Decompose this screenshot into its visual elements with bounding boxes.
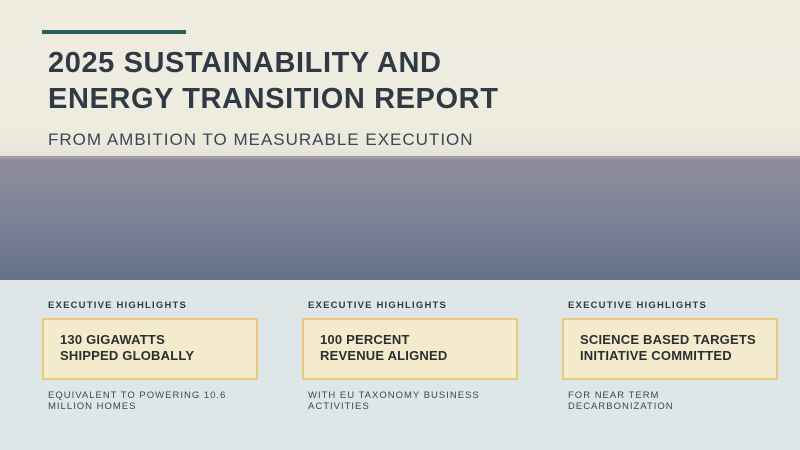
highlight-headline: 100 PERCENT REVENUE ALIGNED [320, 332, 448, 363]
highlight-headline: SCIENCE BASED TARGETS INITIATIVE COMMITT… [580, 332, 756, 363]
highlight-description: FOR NEAR TERM DECARBONIZATION [568, 390, 674, 412]
highlight-label: EXECUTIVE HIGHLIGHTS [568, 300, 708, 311]
highlight-card: 100 PERCENT REVENUE ALIGNED [302, 318, 518, 380]
report-title: 2025 SUSTAINABILITY AND ENERGY TRANSITIO… [48, 47, 499, 115]
highlight-card: SCIENCE BASED TARGETS INITIATIVE COMMITT… [562, 318, 778, 380]
highlight-label: EXECUTIVE HIGHLIGHTS [48, 300, 188, 311]
decorative-band [0, 156, 800, 280]
highlight-column-2: EXECUTIVE HIGHLIGHTS 100 PERCENT REVENUE… [302, 300, 532, 412]
highlight-column-3: EXECUTIVE HIGHLIGHTS SCIENCE BASED TARGE… [562, 300, 792, 412]
highlight-description: WITH EU TAXONOMY BUSINESS ACTIVITIES [308, 390, 480, 412]
highlight-label: EXECUTIVE HIGHLIGHTS [308, 300, 448, 311]
report-subtitle: FROM AMBITION TO MEASURABLE EXECUTION [48, 130, 474, 149]
accent-bar [42, 30, 186, 34]
highlight-description: EQUIVALENT TO POWERING 10.6 MILLION HOME… [48, 390, 227, 412]
highlight-headline: 130 GIGAWATTS SHIPPED GLOBALLY [60, 332, 195, 363]
highlight-card: 130 GIGAWATTS SHIPPED GLOBALLY [42, 318, 258, 380]
highlight-column-1: EXECUTIVE HIGHLIGHTS 130 GIGAWATTS SHIPP… [42, 300, 272, 412]
title-section: 2025 SUSTAINABILITY AND ENERGY TRANSITIO… [0, 0, 800, 160]
